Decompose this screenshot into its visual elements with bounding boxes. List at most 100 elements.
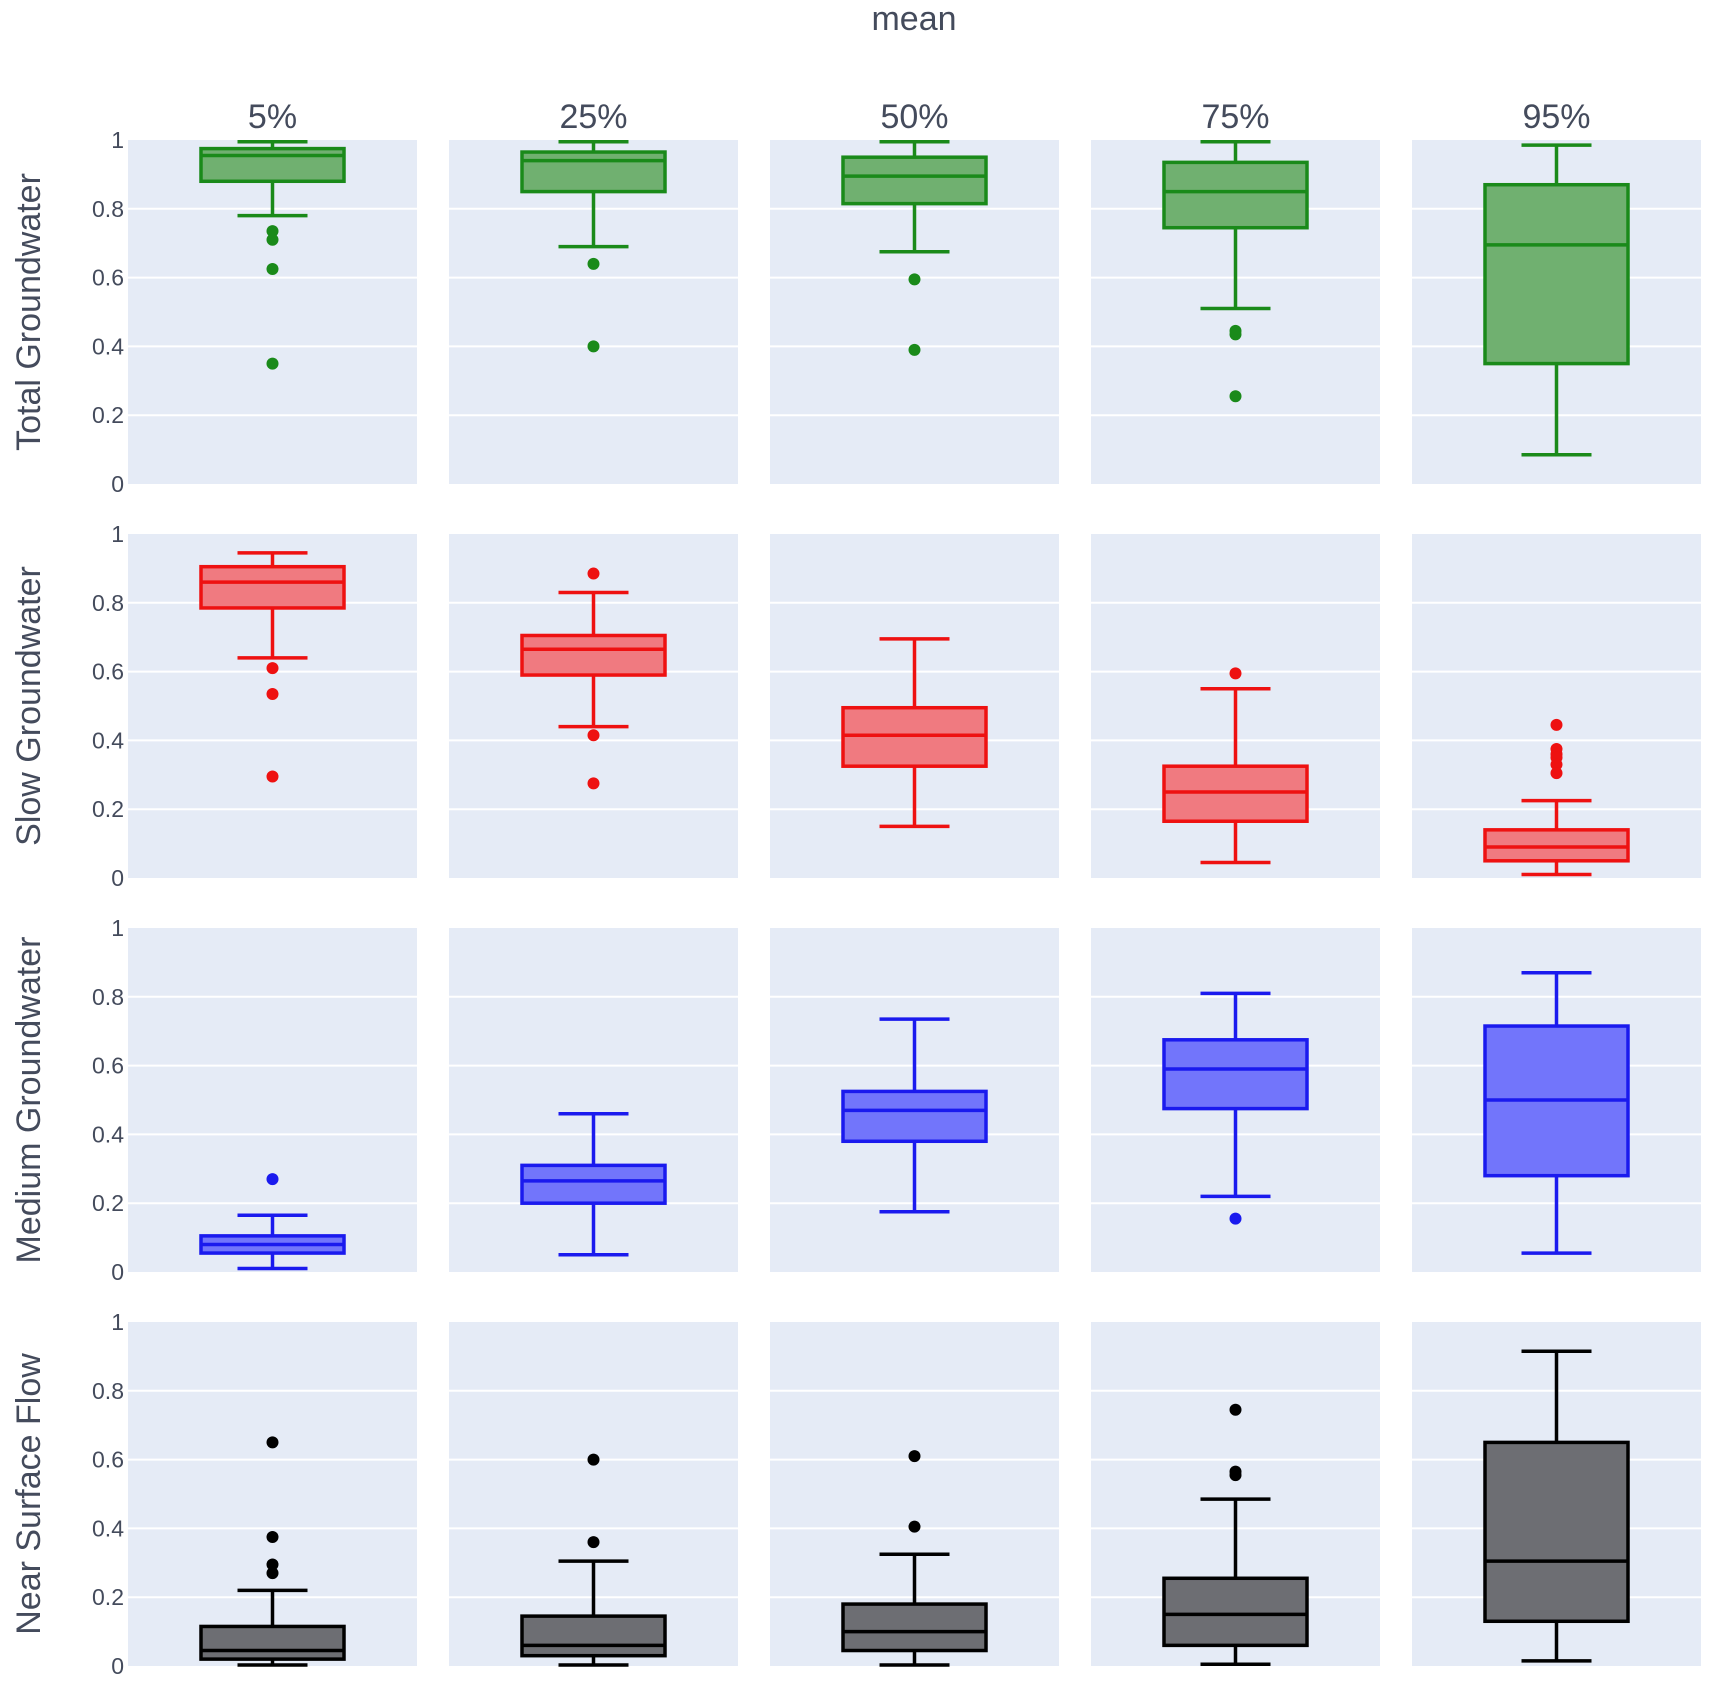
box-plot-panel — [1091, 928, 1380, 1272]
outlier-point — [266, 1558, 279, 1571]
chart-title: mean — [871, 0, 956, 38]
row-title: Near Surface Flow — [10, 1353, 48, 1635]
box-plot-panel — [1091, 534, 1380, 878]
y-tick-label: 0.6 — [92, 265, 124, 291]
iqr-box — [1483, 182, 1630, 366]
iqr-box — [199, 1624, 346, 1661]
y-tick-label: 0.6 — [92, 1053, 124, 1079]
box-plot-panel — [770, 139, 1059, 484]
y-tick-label: 0.4 — [92, 1515, 124, 1541]
outlier-point — [266, 1173, 279, 1186]
y-tick-label: 0.2 — [92, 1584, 124, 1610]
outlier-point — [587, 340, 600, 353]
y-tick-label: 0.4 — [92, 1121, 124, 1147]
box-plot-panel — [449, 534, 738, 878]
box-plot-panel — [1091, 139, 1380, 484]
box-plot-panel — [128, 928, 417, 1272]
box-plot-panel — [1412, 534, 1701, 878]
iqr-box — [520, 1163, 667, 1205]
outlier-point — [587, 729, 600, 742]
outlier-point — [266, 662, 279, 675]
row-title: Total Groundwater — [10, 173, 48, 451]
outlier-point — [266, 1567, 279, 1580]
outlier-point — [1229, 1469, 1242, 1482]
outlier-point — [587, 777, 600, 790]
panels: 0 0.2 0.4 0.6 0.8 1 0 0.2 0.4 0.6 0.8 1 0 0.2 0.4 0.6 0.… — [92, 127, 1701, 1679]
box-plot-panel — [770, 928, 1059, 1272]
outlier-point — [266, 770, 279, 783]
box-plot-panel — [128, 1322, 417, 1667]
column-titles: 5% 25% 50% 75% 95% — [248, 98, 1591, 136]
outlier-point — [1229, 390, 1242, 403]
y-tick-label: 0.2 — [92, 1190, 124, 1216]
box-plot-panel — [449, 928, 738, 1272]
box-plot-panel — [449, 139, 738, 484]
outlier-point — [1550, 718, 1563, 731]
column-title: 95% — [1522, 98, 1590, 136]
y-tick-label: 0.4 — [92, 333, 124, 359]
box-plot-panel — [1412, 1322, 1701, 1666]
y-tick-label: 0 — [111, 1653, 124, 1679]
row-title: Medium Groundwater — [10, 937, 48, 1264]
iqr-box — [520, 150, 667, 194]
y-tick-label: 0.2 — [92, 796, 124, 822]
y-tick-label: 1 — [111, 1309, 124, 1335]
iqr-box — [1162, 1038, 1309, 1111]
outlier-point — [266, 233, 279, 246]
y-tick-label: 0 — [111, 471, 124, 497]
outlier-point — [587, 1453, 600, 1466]
y-tick-label: 0 — [111, 865, 124, 891]
y-tick-label: 0.6 — [92, 1447, 124, 1473]
y-tick-label: 0.4 — [92, 727, 124, 753]
iqr-box — [520, 1614, 667, 1658]
outlier-point — [908, 1520, 921, 1533]
y-tick-label: 1 — [111, 127, 124, 153]
outlier-point — [266, 225, 279, 238]
outlier-point — [908, 273, 921, 286]
box-plot-panel — [770, 1322, 1059, 1667]
outlier-point — [587, 1536, 600, 1549]
outlier-point — [1229, 1403, 1242, 1416]
column-title: 25% — [559, 98, 627, 136]
outlier-point — [908, 343, 921, 356]
box-plot-panel — [128, 139, 417, 484]
y-tick-label: 1 — [111, 915, 124, 941]
iqr-box — [841, 1089, 988, 1144]
row-titles: Total Groundwater Slow Groundwater Medium … — [10, 173, 48, 1635]
outlier-point — [1229, 328, 1242, 341]
box-plot-panel — [449, 1322, 738, 1667]
iqr-box — [199, 146, 346, 184]
y-tick-label: 0.8 — [92, 1378, 124, 1404]
outlier-point — [908, 1450, 921, 1463]
iqr-box — [841, 155, 988, 206]
outlier-point — [1229, 1212, 1242, 1225]
outlier-point — [1550, 767, 1563, 780]
outlier-point — [266, 357, 279, 370]
iqr-box — [1162, 1576, 1309, 1648]
outlier-point — [266, 263, 279, 275]
box-plot-panel — [1412, 140, 1701, 484]
outlier-point — [1229, 667, 1242, 680]
column-title: 50% — [880, 98, 948, 136]
box-plot-panel — [1091, 1322, 1380, 1667]
y-tick-label: 0.8 — [92, 984, 124, 1010]
outlier-point — [1550, 758, 1563, 771]
y-tick-label: 1 — [111, 521, 124, 547]
y-tick-label: 0.8 — [92, 590, 124, 616]
column-title: 5% — [248, 98, 297, 136]
iqr-box — [1483, 1440, 1630, 1624]
y-tick-label: 0 — [111, 1259, 124, 1285]
outlier-point — [266, 687, 279, 700]
box-plot-panel — [770, 534, 1059, 878]
outlier-point — [266, 1531, 279, 1543]
iqr-box — [1162, 160, 1309, 230]
row-title: Slow Groundwater — [10, 566, 48, 846]
outlier-point — [587, 257, 600, 270]
y-tick-label: 0.2 — [92, 402, 124, 428]
box-plot-panel — [1412, 928, 1701, 1272]
outlier-point — [587, 567, 600, 580]
iqr-box — [199, 564, 346, 610]
box-plot-panel — [128, 534, 417, 878]
iqr-box — [841, 1602, 988, 1653]
